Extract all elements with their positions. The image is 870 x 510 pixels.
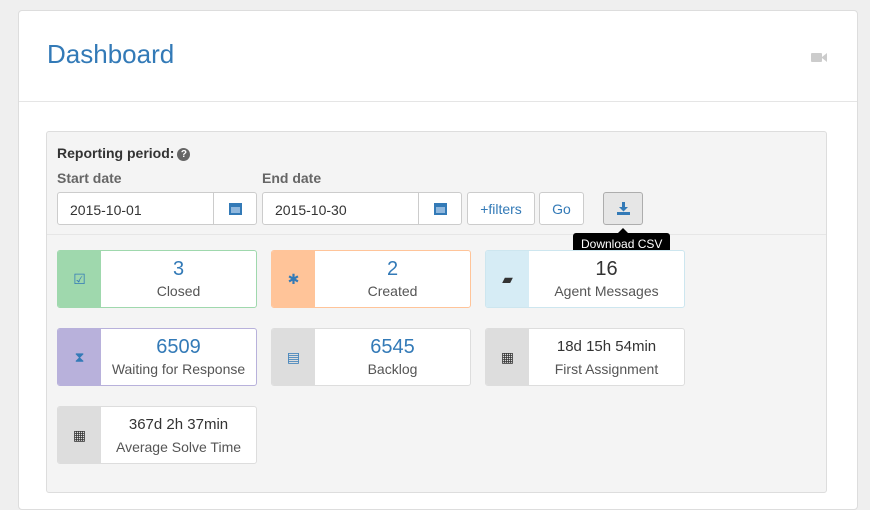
stat-icon-area: ⧗ [58,329,101,385]
stat-icon-area: ✱ [272,251,315,307]
download-csv-button[interactable] [603,192,643,225]
stat-value: 16 [595,258,618,280]
header: Dashboard [19,11,857,102]
stat-text: 16 Agent Messages [529,251,684,307]
start-date-field[interactable]: 2015-10-01 [57,192,257,225]
calendar-button[interactable] [213,193,256,224]
download-csv-tooltip: Download CSV [573,228,671,255]
reporting-period-label: Reporting period:? [57,145,191,161]
comment-icon: ▰ [502,270,513,287]
calendar-icon: ▦ [500,348,515,365]
dashboard-card: Dashboard Reporting period:? Start date … [18,10,858,510]
stat-value: 3 [172,258,185,280]
stat-icon-area: ▤ [272,329,315,385]
stat-text: 2 Created [315,251,470,307]
stat-box-backlog[interactable]: ▤ 6545 Backlog [271,328,471,386]
stat-text: 3 Closed [101,251,256,307]
stat-label: Created [367,283,418,299]
stat-box-agent-messages[interactable]: ▰ 16 Agent Messages [485,250,685,308]
stat-icon-area: ▦ [58,407,101,463]
stat-box-first-assignment[interactable]: ▦ 18d 15h 54min First Assignment [485,328,685,386]
stat-label: Closed [156,283,201,299]
divider [47,234,826,235]
stat-icon-area: ▦ [486,329,529,385]
stat-icon-area: ☑ [58,251,101,307]
stat-value: 6509 [156,336,201,358]
stat-text: 18d 15h 54min First Assignment [529,329,684,385]
stat-box-average-solve-time[interactable]: ▦ 367d 2h 37min Average Solve Time [57,406,257,464]
list-icon: ▤ [286,348,301,365]
filters-button[interactable]: +filters [467,192,535,225]
end-date-label: End date [262,170,322,186]
stat-box-waiting-for-response[interactable]: ⧗ 6509 Waiting for Response [57,328,257,386]
report-panel: Reporting period:? Start date End date 2… [46,131,827,493]
stat-label: Agent Messages [554,283,659,299]
stat-text: 6509 Waiting for Response [101,329,256,385]
calendar-icon: ▦ [72,426,87,443]
hourglass-icon: ⧗ [74,348,85,365]
end-date-field[interactable]: 2015-10-30 [262,192,462,225]
stat-value: 6545 [370,336,415,358]
check-square-icon: ☑ [73,270,86,287]
calendar-button[interactable] [418,193,461,224]
asterisk-icon: ✱ [287,270,300,287]
help-icon[interactable]: ? [177,148,191,161]
start-date-label: Start date [57,170,122,186]
stat-label: Waiting for Response [111,361,246,377]
stat-box-created[interactable]: ✱ 2 Created [271,250,471,308]
stat-icon-area: ▰ [486,251,529,307]
stat-value: 18d 15h 54min [556,338,657,355]
stat-label: Backlog [367,361,418,377]
calendar-icon [433,203,447,215]
stat-text: 6545 Backlog [315,329,470,385]
download-icon [616,202,630,215]
go-button[interactable]: Go [539,192,584,225]
stat-label: Average Solve Time [115,439,242,455]
stat-box-closed[interactable]: ☑ 3 Closed [57,250,257,308]
video-camera-icon[interactable] [811,52,827,63]
calendar-icon [228,203,242,215]
stat-text: 367d 2h 37min Average Solve Time [101,407,256,463]
end-date-input[interactable]: 2015-10-30 [275,202,347,218]
stat-value: 367d 2h 37min [128,416,229,433]
stat-label: First Assignment [554,361,659,377]
page-title: Dashboard [47,39,175,69]
start-date-input[interactable]: 2015-10-01 [70,202,142,218]
stat-value: 2 [386,258,399,280]
